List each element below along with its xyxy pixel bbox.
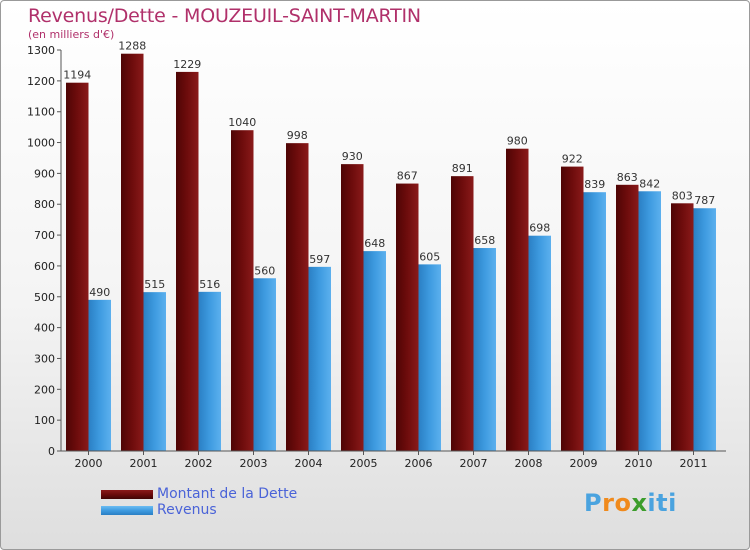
y-tick-label: 700 xyxy=(34,229,55,242)
value-label-dette-2010: 863 xyxy=(617,171,638,184)
bar-dette-2010 xyxy=(616,184,639,451)
value-label-dette-2003: 1040 xyxy=(228,116,256,129)
value-label-revenus-2008: 698 xyxy=(529,222,550,235)
x-tick-label: 2001 xyxy=(130,457,158,470)
bar-dette-2008 xyxy=(506,148,529,451)
logo-letter: i xyxy=(668,489,677,517)
bar-dette-2003 xyxy=(231,130,254,451)
logo-letter: t xyxy=(656,489,669,517)
value-label-dette-2001: 1288 xyxy=(118,40,146,53)
value-label-revenus-2007: 658 xyxy=(474,234,495,247)
y-tick-label: 100 xyxy=(34,414,55,427)
logo-letter: r xyxy=(602,489,615,517)
x-tick-label: 2000 xyxy=(75,457,103,470)
x-tick-label: 2005 xyxy=(350,457,378,470)
x-tick-label: 2010 xyxy=(625,457,653,470)
x-tick-label: 2007 xyxy=(460,457,488,470)
bar-dette-2009 xyxy=(561,166,584,452)
y-tick-label: 1200 xyxy=(27,75,55,88)
value-label-dette-2004: 998 xyxy=(287,129,308,142)
x-tick-label: 2011 xyxy=(680,457,708,470)
bar-revenus-2011 xyxy=(693,208,716,451)
bar-revenus-2003 xyxy=(253,278,276,451)
bar-dette-2011 xyxy=(671,203,694,451)
x-tick-label: 2006 xyxy=(405,457,433,470)
y-tick-label: 200 xyxy=(34,383,55,396)
bar-dette-2002 xyxy=(176,71,199,452)
bar-dette-2007 xyxy=(451,176,474,451)
value-label-dette-2002: 1229 xyxy=(173,58,201,71)
bar-revenus-2002 xyxy=(198,291,221,451)
y-tick-label: 900 xyxy=(34,167,55,180)
value-label-revenus-2000: 490 xyxy=(89,286,110,299)
bar-revenus-2005 xyxy=(363,251,386,451)
bar-dette-2005 xyxy=(341,164,364,451)
y-tick-label: 1000 xyxy=(27,137,55,150)
value-label-revenus-2004: 597 xyxy=(309,253,330,266)
bar-revenus-2009 xyxy=(583,192,606,451)
bar-revenus-2006 xyxy=(418,264,441,451)
legend-swatch-revenus xyxy=(101,506,153,515)
bar-dette-2004 xyxy=(286,143,309,451)
logo-letter: i xyxy=(647,489,657,517)
value-label-revenus-2002: 516 xyxy=(199,278,220,291)
y-tick-label: 1300 xyxy=(27,44,55,57)
value-label-revenus-2003: 560 xyxy=(254,264,275,277)
y-tick-label: 600 xyxy=(34,260,55,273)
value-label-revenus-2009: 839 xyxy=(584,178,605,191)
y-tick-label: 500 xyxy=(34,291,55,304)
chart-title: Revenus/Dette - MOUZEUIL-SAINT-MARTIN xyxy=(28,5,421,27)
legend-swatch-dette xyxy=(101,490,153,499)
value-label-revenus-2010: 842 xyxy=(639,177,660,190)
bar-dette-2001 xyxy=(121,53,144,451)
legend-label-dette: Montant de la Dette xyxy=(157,486,298,502)
bar-dette-2006 xyxy=(396,183,419,451)
logo-letter: x xyxy=(631,489,648,517)
value-label-dette-2005: 930 xyxy=(342,150,363,163)
legend-label-revenus: Revenus xyxy=(157,502,217,518)
value-label-dette-2006: 867 xyxy=(397,170,418,183)
bar-revenus-2004 xyxy=(308,266,331,451)
x-tick-label: 2003 xyxy=(240,457,268,470)
proxiti-logo: Proxiti xyxy=(584,489,677,517)
bar-revenus-2008 xyxy=(528,235,551,451)
y-tick-label: 0 xyxy=(48,445,55,458)
x-tick-label: 2002 xyxy=(185,457,213,470)
value-label-revenus-2005: 648 xyxy=(364,237,385,250)
value-label-revenus-2006: 605 xyxy=(419,250,440,263)
bar-revenus-2000 xyxy=(88,299,111,451)
bar-revenus-2010 xyxy=(638,191,661,451)
value-label-revenus-2011: 787 xyxy=(694,194,715,207)
x-tick-label: 2009 xyxy=(570,457,598,470)
logo-letter: P xyxy=(584,489,603,517)
bar-dette-2000 xyxy=(66,82,89,451)
bar-revenus-2007 xyxy=(473,248,496,451)
value-label-dette-2007: 891 xyxy=(452,162,473,175)
logo-letter: o xyxy=(614,489,632,517)
value-label-dette-2008: 980 xyxy=(507,135,528,148)
y-tick-label: 1100 xyxy=(27,106,55,119)
y-tick-label: 400 xyxy=(34,322,55,335)
x-tick-label: 2004 xyxy=(295,457,323,470)
chart-subtitle: (en milliers d'€) xyxy=(28,28,115,41)
value-label-revenus-2001: 515 xyxy=(144,278,165,291)
y-tick-label: 300 xyxy=(34,352,55,365)
bar-revenus-2001 xyxy=(143,292,166,451)
x-tick-label: 2008 xyxy=(515,457,543,470)
y-tick-label: 800 xyxy=(34,198,55,211)
value-label-dette-2009: 922 xyxy=(562,153,583,166)
value-label-dette-2011: 803 xyxy=(672,189,693,202)
value-label-dette-2000: 1194 xyxy=(63,69,91,82)
